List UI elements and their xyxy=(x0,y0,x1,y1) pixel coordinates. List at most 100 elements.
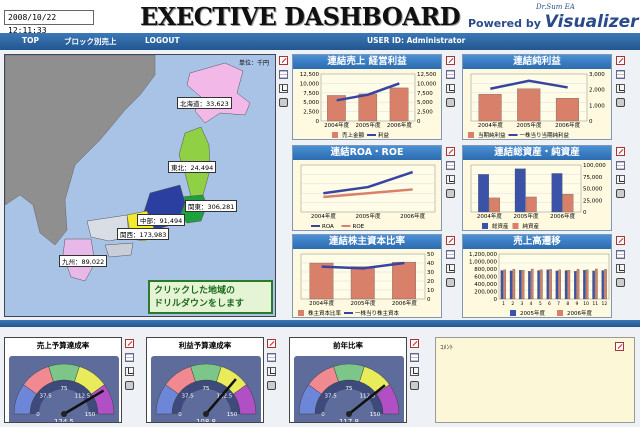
gauge-value: 108.8 xyxy=(196,418,216,423)
bar xyxy=(601,270,605,300)
equity-table-icon[interactable] xyxy=(446,250,455,259)
map-chart-icon[interactable] xyxy=(279,84,288,93)
bar xyxy=(509,270,513,300)
trend-camera-icon[interactable] xyxy=(616,278,625,287)
comment-box[interactable]: ｺﾒﾝﾄ xyxy=(435,337,635,423)
chart-title-sales: 連結売上 経営利益 xyxy=(293,55,441,69)
comment-edit-icon[interactable] xyxy=(615,342,624,351)
y2-tick-label: 10 xyxy=(427,288,434,294)
equity-camera-icon[interactable] xyxy=(446,278,455,287)
gauge-tick-label: 37.5 xyxy=(39,394,52,400)
gauge1-camera-icon[interactable] xyxy=(125,381,134,390)
legend-label: 2005年度 xyxy=(520,309,545,317)
gauge2-chart-icon[interactable] xyxy=(267,367,276,376)
x-tick-label: 2004年度 xyxy=(311,212,336,220)
datetime-field[interactable]: 2008/10/22 12:11:33 xyxy=(4,10,94,35)
chart-panel-roa-roe: 連結ROA・ROE 2004年度 2005年度 2006年度 ROA ROE xyxy=(292,145,442,231)
y2-tick-label: 30 xyxy=(427,270,434,276)
assets-chart-icon[interactable] xyxy=(616,175,625,184)
bar xyxy=(528,271,531,300)
map-canvas xyxy=(5,55,251,282)
netincome-expand-icon[interactable] xyxy=(616,56,625,65)
assets-expand-icon[interactable] xyxy=(616,147,625,156)
x-tick-label: 5 xyxy=(539,301,542,307)
sales-table-icon[interactable] xyxy=(446,70,455,79)
x-tick-label: 2004年度 xyxy=(309,299,334,307)
gauge-tick-label: 150 xyxy=(85,412,96,418)
nav-top-link[interactable]: TOP xyxy=(22,36,39,45)
y2-tick-label: 40 xyxy=(427,261,434,267)
bar xyxy=(500,270,504,300)
trend-expand-icon[interactable] xyxy=(616,236,625,245)
assets-table-icon[interactable] xyxy=(616,161,625,170)
netincome-table-icon[interactable] xyxy=(616,70,625,79)
x-tick-label: 2005年度 xyxy=(514,212,539,220)
region-label-chubu[interactable]: 中部：91,494 xyxy=(137,214,186,226)
gauge-tick-label: 0 xyxy=(321,412,325,418)
region-label-kansai[interactable]: 関西：173,983 xyxy=(117,228,170,240)
drilldown-hint-line1: クリックした地域の xyxy=(154,286,236,296)
region-label-tohoku[interactable]: 東北：24,494 xyxy=(168,161,217,173)
nav-logout-link[interactable]: LOGOUT xyxy=(145,36,180,45)
brand-prefix: Powered by xyxy=(468,17,541,30)
legend-swatch xyxy=(512,223,519,229)
map-expand-icon[interactable] xyxy=(279,56,288,65)
map-table-icon[interactable] xyxy=(279,70,288,79)
y2-tick-label: 50,000 xyxy=(583,187,603,193)
netincome-chart-icon[interactable] xyxy=(616,84,625,93)
gauge3-expand-icon[interactable] xyxy=(410,339,419,348)
bar xyxy=(595,268,598,300)
netincome-camera-icon[interactable] xyxy=(616,98,625,107)
x-tick-label: 2006年度 xyxy=(555,121,580,129)
gauge1-expand-icon[interactable] xyxy=(125,339,134,348)
sales-expand-icon[interactable] xyxy=(446,56,455,65)
gauge-tick-label: 0 xyxy=(36,412,40,418)
y-tick-label: 10,000 xyxy=(300,81,320,87)
region-label-hokkaido[interactable]: 北海道：33,623 xyxy=(177,97,232,109)
x-tick-label: 6 xyxy=(548,301,551,307)
region-label-kyushu[interactable]: 九州：89,022 xyxy=(59,255,108,267)
gauge3-table-icon[interactable] xyxy=(410,353,419,362)
bar xyxy=(546,269,550,300)
trend-chart-icon[interactable] xyxy=(616,264,625,273)
map-camera-icon[interactable] xyxy=(279,98,288,107)
gauge-tick-label: 75 xyxy=(346,386,353,392)
x-tick-label: 9 xyxy=(575,301,578,307)
assets-camera-icon[interactable] xyxy=(616,189,625,198)
sales-camera-icon[interactable] xyxy=(446,98,455,107)
x-tick-label: 10 xyxy=(583,301,589,307)
legend-label: 一株当り当期純利益 xyxy=(520,131,570,139)
x-tick-label: 2004年度 xyxy=(477,212,502,220)
brand-product: Dr.Sum EA xyxy=(536,3,575,11)
gauge-tick-label: 150 xyxy=(227,412,238,418)
roa-table-icon[interactable] xyxy=(446,161,455,170)
legend-swatch xyxy=(557,310,563,316)
legend-swatch xyxy=(332,132,338,138)
legend-label: 売上金額 xyxy=(342,131,365,139)
y-tick-label: 12,500 xyxy=(300,72,320,78)
japan-map[interactable]: 単位：千円 北海道：33,623 東北：24,494 関東：306,281 中部… xyxy=(4,54,276,317)
equity-expand-icon[interactable] xyxy=(446,236,455,245)
trend-table-icon[interactable] xyxy=(616,250,625,259)
y-tick-label: 5,000 xyxy=(303,100,319,106)
gauge2-camera-icon[interactable] xyxy=(267,381,276,390)
sales-chart-icon[interactable] xyxy=(446,84,455,93)
gauge2-table-icon[interactable] xyxy=(267,353,276,362)
roa-chart-icon[interactable] xyxy=(446,175,455,184)
gauge3-chart-icon[interactable] xyxy=(410,367,419,376)
page-title: EXECTIVE DASHBOARD xyxy=(140,2,461,31)
gauge3-camera-icon[interactable] xyxy=(410,381,419,390)
nav-block-sales-link[interactable]: ブロック別売上 xyxy=(64,37,117,46)
equity-chart-icon[interactable] xyxy=(446,264,455,273)
gauge1-chart-icon[interactable] xyxy=(125,367,134,376)
roa-expand-icon[interactable] xyxy=(446,147,455,156)
roa-camera-icon[interactable] xyxy=(446,189,455,198)
region-label-kanto[interactable]: 関東：306,281 xyxy=(185,200,238,212)
gauge-tick-label: 150 xyxy=(370,412,381,418)
x-tick-label: 1 xyxy=(502,301,505,307)
gauge1-table-icon[interactable] xyxy=(125,353,134,362)
gauge2-expand-icon[interactable] xyxy=(267,339,276,348)
